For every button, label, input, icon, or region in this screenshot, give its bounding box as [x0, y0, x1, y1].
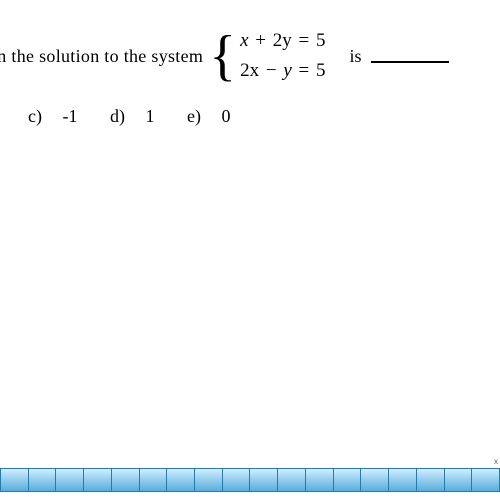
corner-mark: x: [494, 457, 498, 466]
choice-e-label: e): [187, 106, 201, 126]
strip-cell[interactable]: [139, 468, 167, 492]
strip-cell[interactable]: [0, 468, 28, 492]
strip-cell[interactable]: [249, 468, 277, 492]
question-prefix: in the solution to the system: [0, 46, 203, 67]
choice-d-label: d): [110, 106, 125, 126]
eq1-term-b: 2y: [273, 30, 292, 51]
eq2-term-b: y: [283, 60, 291, 81]
eq1-op-plus: +: [255, 30, 266, 51]
strip-cell[interactable]: [360, 468, 388, 492]
equation-2: 2x − y = 5: [240, 60, 325, 82]
strip-cell[interactable]: [166, 468, 194, 492]
strip-cell[interactable]: [28, 468, 56, 492]
eq1-term-a: x: [240, 30, 248, 51]
strip-cell[interactable]: [333, 468, 361, 492]
left-brace-icon: {: [209, 28, 236, 84]
eq2-op-minus: −: [266, 60, 277, 81]
strip-cell[interactable]: [83, 468, 111, 492]
strip-cell[interactable]: [305, 468, 333, 492]
strip-cell[interactable]: [111, 468, 139, 492]
progress-strip: [0, 468, 500, 492]
strip-cell[interactable]: [194, 468, 222, 492]
question-block: in the solution to the system { x + 2y =…: [0, 0, 500, 127]
eq2-term-a: 2x: [240, 60, 259, 81]
eq2-equals: =: [299, 60, 310, 81]
answer-choices: c) -1 d) 1 e) 0: [28, 106, 500, 127]
choice-d-value: 1: [145, 106, 154, 126]
eq2-rhs: 5: [316, 60, 326, 81]
eq1-rhs: 5: [316, 30, 326, 51]
answer-blank: [371, 49, 449, 63]
strip-cell[interactable]: [444, 468, 472, 492]
strip-cell[interactable]: [222, 468, 250, 492]
strip-cell[interactable]: [471, 468, 500, 492]
question-line: in the solution to the system { x + 2y =…: [0, 28, 500, 84]
choice-c-label: c): [28, 106, 42, 126]
equation-1: x + 2y = 5: [240, 30, 325, 52]
strip-cell[interactable]: [55, 468, 83, 492]
strip-cell[interactable]: [277, 468, 305, 492]
equation-system: { x + 2y = 5 2x − y = 5: [209, 28, 325, 84]
choice-c-value: -1: [62, 106, 77, 126]
question-suffix: is: [349, 46, 361, 67]
choice-e-value: 0: [221, 106, 230, 126]
strip-cell[interactable]: [416, 468, 444, 492]
eq1-equals: =: [299, 30, 310, 51]
strip-cell[interactable]: [388, 468, 416, 492]
equations-stack: x + 2y = 5 2x − y = 5: [240, 30, 325, 82]
